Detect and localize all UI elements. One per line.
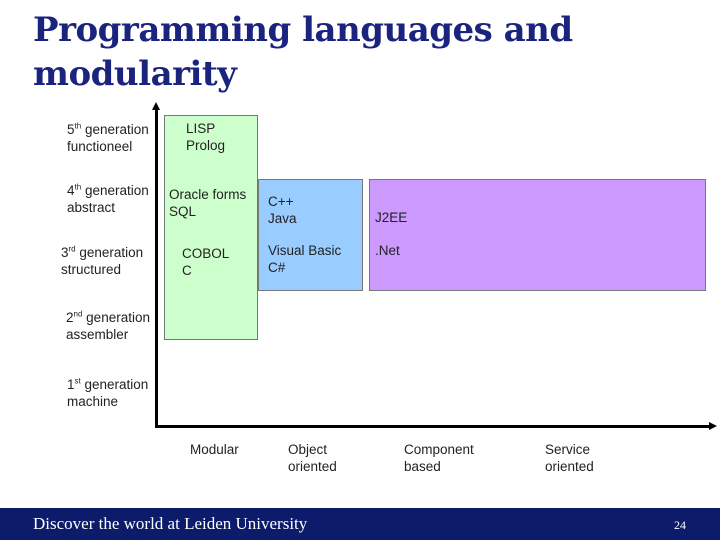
box-label-lisp-prolog: LISP Prolog <box>186 121 226 153</box>
object-oriented-box <box>258 179 363 291</box>
box-label-cobol-c: COBOL C <box>182 246 230 278</box>
modular-box <box>164 115 258 340</box>
page-number: 24 <box>674 518 686 532</box>
footer-bar: Discover the world at Leiden University … <box>0 508 720 540</box>
x-label-service-oriented: Service oriented <box>545 442 594 474</box>
box-label-j2ee: J2EE <box>375 210 408 225</box>
generation-label-4th: 4th generation abstract <box>67 182 149 215</box>
x-label-object-oriented: Object oriented <box>288 442 337 474</box>
footer-text: Discover the world at Leiden University <box>33 514 308 533</box>
generation-label-2nd: 2nd generation assembler <box>66 309 150 342</box>
x-label-component-based: Component based <box>404 442 474 474</box>
box-label-cpp-java: C++ Java <box>268 194 297 226</box>
slide-title: Programming languages and modularity <box>33 10 573 94</box>
x-axis-arrow <box>155 422 717 430</box>
box-label-vb-csharp: Visual Basic C# <box>268 243 342 275</box>
component-based-box <box>369 179 706 291</box>
generation-label-3rd: 3rd generation structured <box>61 244 144 277</box>
generation-label-5th: 5th generation functioneel <box>67 121 149 154</box>
box-label-oracle-sql: Oracle forms SQL <box>169 187 247 219</box>
x-label-modular: Modular <box>190 442 239 457</box>
y-axis-arrow <box>152 102 160 428</box>
generation-label-1st: 1st generation machine <box>67 376 149 409</box>
box-label-dotnet: .Net <box>375 243 400 258</box>
